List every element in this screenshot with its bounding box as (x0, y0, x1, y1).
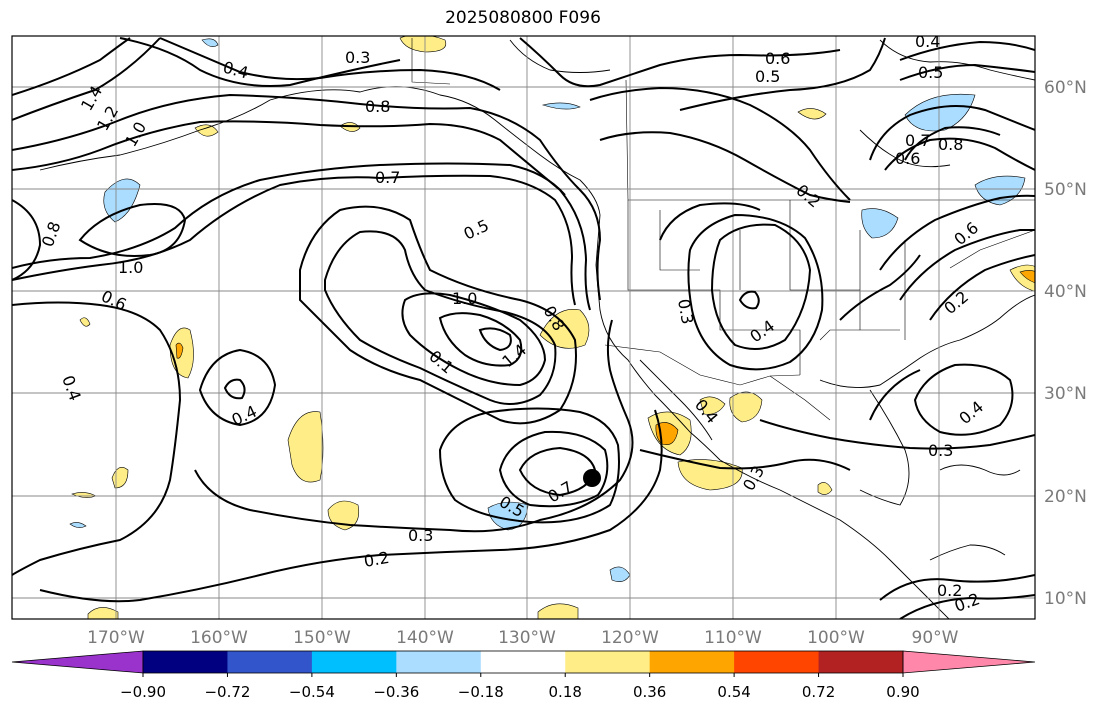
anomaly-patch (861, 208, 899, 239)
colorbar-tick-label: 0.54 (717, 683, 750, 701)
colorbar-tick-label: −0.90 (120, 683, 166, 701)
anomaly-patch (904, 93, 976, 132)
colorbar-extend-max (902, 650, 1036, 674)
anomaly-patch (69, 522, 87, 528)
colorbar-outline (142, 650, 904, 674)
anomaly-patch (699, 396, 726, 415)
colorbar-tick-label: −0.54 (289, 683, 335, 701)
colorbar-swatch (396, 651, 482, 673)
lat-tick-label: 50°N (1044, 180, 1087, 200)
political-borders (411, 38, 1035, 421)
colorbar-tick-label: 0.72 (802, 683, 835, 701)
lon-tick-label: 150°W (293, 628, 351, 648)
contour-label: 0.6 (765, 49, 790, 68)
colorbar-tick-label: −0.72 (204, 683, 250, 701)
lon-tick-label: 90°W (912, 628, 959, 648)
anomaly-patch (201, 38, 219, 47)
lat-tick-label: 60°N (1044, 78, 1087, 98)
colorbar-extend-min (11, 650, 144, 674)
contour-label: 0.3 (408, 526, 433, 545)
lat-tick-label: 30°N (1044, 384, 1087, 404)
anomaly-patch (79, 317, 91, 327)
latitude-labels: 60°N 50°N 40°N 30°N 20°N 10°N (1044, 78, 1087, 609)
contour-label: 0.5 (918, 63, 943, 82)
map-frame (11, 35, 1036, 620)
contour-lines (12, 37, 1035, 619)
colorbar-tick-label: 0.18 (549, 683, 582, 701)
longitude-labels: 170°W 160°W 150°W 140°W 130°W 120°W 110°… (87, 628, 959, 648)
storm-center-marker (583, 469, 601, 487)
contour-label: 1.0 (118, 258, 143, 277)
colorbar-tick-label: 0.90 (886, 683, 919, 701)
lat-tick-label: 10°N (1044, 589, 1087, 609)
anomaly-patch (1019, 270, 1035, 284)
contour-label: 1.0 (452, 289, 477, 308)
anomaly-patch (537, 603, 579, 619)
colorbar-swatch (143, 651, 228, 673)
graticule (12, 36, 1035, 619)
colorbar-tick-label: −0.18 (458, 683, 504, 701)
contour-label: 0.3 (928, 441, 953, 460)
anomaly-patch (287, 411, 324, 483)
lon-tick-label: 170°W (87, 628, 145, 648)
contour-label: 0.5 (755, 67, 780, 86)
anomaly-patch (677, 459, 743, 491)
lat-tick-label: 20°N (1044, 487, 1087, 507)
anomaly-patch (175, 342, 184, 359)
contour-label: 0.2 (362, 548, 390, 571)
map-area (12, 36, 1035, 619)
contour-label: 0.7 (905, 131, 930, 150)
anomaly-patch (103, 178, 141, 223)
coastlines (39, 39, 1035, 619)
anomaly-patch (797, 108, 827, 120)
contour-label: 0.2 (937, 581, 962, 600)
lon-tick-label: 100°W (807, 628, 865, 648)
contour-label: 0.8 (938, 135, 963, 154)
colorbar-tick-label: −0.36 (373, 683, 419, 701)
contour-label: 0.8 (365, 97, 390, 116)
lon-tick-label: 160°W (190, 628, 248, 648)
anomaly-patch (399, 36, 447, 53)
lon-tick-label: 140°W (396, 628, 454, 648)
anomaly-patch (487, 501, 529, 531)
map-title: 2025080800 F096 (445, 8, 601, 28)
contour-label: 0.3 (345, 48, 370, 67)
anomaly-patch (541, 102, 581, 110)
anomaly-patch (729, 391, 763, 423)
lon-tick-label: 110°W (704, 628, 762, 648)
contour-label: 0.7 (375, 168, 400, 187)
contour-label: 0.6 (895, 149, 920, 168)
lon-tick-label: 120°W (601, 628, 659, 648)
anomaly-patch (817, 482, 833, 495)
contour-label: 0.3 (674, 297, 697, 325)
colorbar-swatch (565, 651, 651, 673)
lon-tick-label: 130°W (498, 628, 556, 648)
colorbar-tick-label: 0.36 (633, 683, 666, 701)
colorbar-swatch (734, 651, 820, 673)
anomaly-patch (194, 124, 219, 137)
colorbar-swatch (311, 651, 397, 673)
colorbar: −0.90 −0.72 −0.54 −0.36 −0.18 0.18 0.36 0.54 0.7… (11, 650, 1036, 701)
colorbar-swatch (818, 651, 904, 673)
lat-tick-label: 40°N (1044, 282, 1087, 302)
anomaly-patch (974, 175, 1026, 206)
colorbar-swatch (227, 651, 313, 673)
colorbar-swatch (649, 651, 735, 673)
contour-label: 0.4 (915, 32, 940, 51)
colorbar-swatch (480, 651, 566, 673)
